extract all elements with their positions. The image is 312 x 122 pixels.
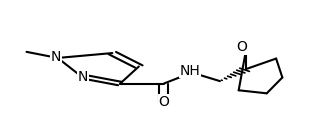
Text: O: O [158,95,169,109]
Text: N: N [77,70,88,84]
Text: NH: NH [180,64,201,78]
Text: O: O [236,40,247,54]
Text: N: N [51,50,61,64]
